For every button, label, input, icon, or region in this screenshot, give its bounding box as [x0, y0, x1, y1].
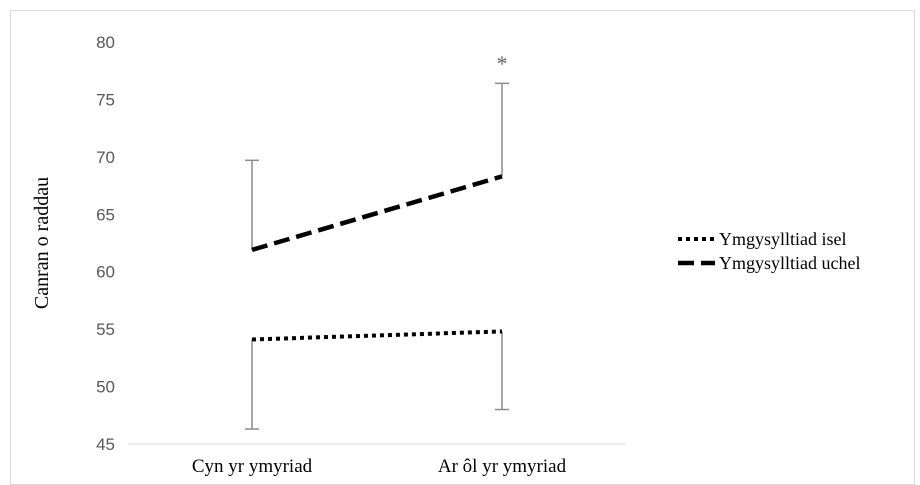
- annotations: *: [497, 51, 508, 76]
- y-axis-title: Canran o raddau: [31, 177, 53, 309]
- y-tick-label: 75: [96, 90, 115, 109]
- y-tick-label: 70: [96, 148, 115, 167]
- y-axis-ticks: 45 50 55 60 65 70 75 80: [96, 33, 115, 454]
- y-tick-label: 50: [96, 378, 115, 397]
- series-lines: [251, 174, 503, 342]
- x-category-label: Cyn yr ymyriad: [192, 456, 313, 477]
- y-tick-label: 80: [96, 33, 115, 52]
- legend-label: Ymgysylltiad uchel: [719, 253, 860, 273]
- y-tick-label: 45: [96, 435, 115, 454]
- chart-frame: [10, 10, 915, 485]
- series-line: [251, 174, 503, 253]
- y-tick-label: 55: [96, 320, 115, 339]
- x-category-label: Ar ôl yr ymyriad: [438, 456, 567, 477]
- legend-label: Ymgysylltiad isel: [719, 229, 847, 249]
- y-tick-label: 60: [96, 263, 115, 282]
- significance-marker: *: [497, 51, 508, 76]
- x-axis-categories: Cyn yr ymyriad Ar ôl yr ymyriad: [192, 456, 567, 477]
- legend: Ymgysylltiad isel Ymgysylltiad uchel: [678, 229, 860, 273]
- y-tick-label: 65: [96, 205, 115, 224]
- series-line: [251, 329, 503, 342]
- error-bars: [245, 82, 509, 430]
